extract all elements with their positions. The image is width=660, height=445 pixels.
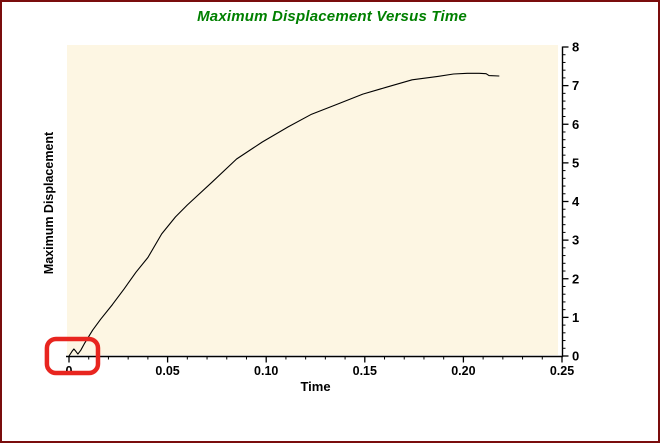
x-tick-label: 0.25 <box>550 364 574 378</box>
y-tick-label: 6 <box>572 117 579 132</box>
y-tick-label: 8 <box>572 40 579 55</box>
x-tick-label: 0.15 <box>353 364 377 378</box>
y-tick-label: 0 <box>572 349 579 364</box>
x-axis-title: Time <box>300 379 331 394</box>
x-tick-label: 0.10 <box>254 364 278 378</box>
y-tick-label: 1 <box>572 310 579 325</box>
y-tick-label: 7 <box>572 78 579 93</box>
origin-highlight-box <box>44 336 101 376</box>
y-tick-label: 4 <box>572 194 580 209</box>
x-tick-label: 0.05 <box>155 364 179 378</box>
y-tick-label: 3 <box>572 233 579 248</box>
maximum-displacement-curve <box>68 72 500 357</box>
y-tick-label: 5 <box>572 155 579 170</box>
plot-background <box>67 45 558 355</box>
chart-title: Maximum Displacement Versus Time <box>197 8 467 25</box>
y-tick-label: 2 <box>572 271 579 286</box>
x-tick-label: 0.20 <box>451 364 475 378</box>
